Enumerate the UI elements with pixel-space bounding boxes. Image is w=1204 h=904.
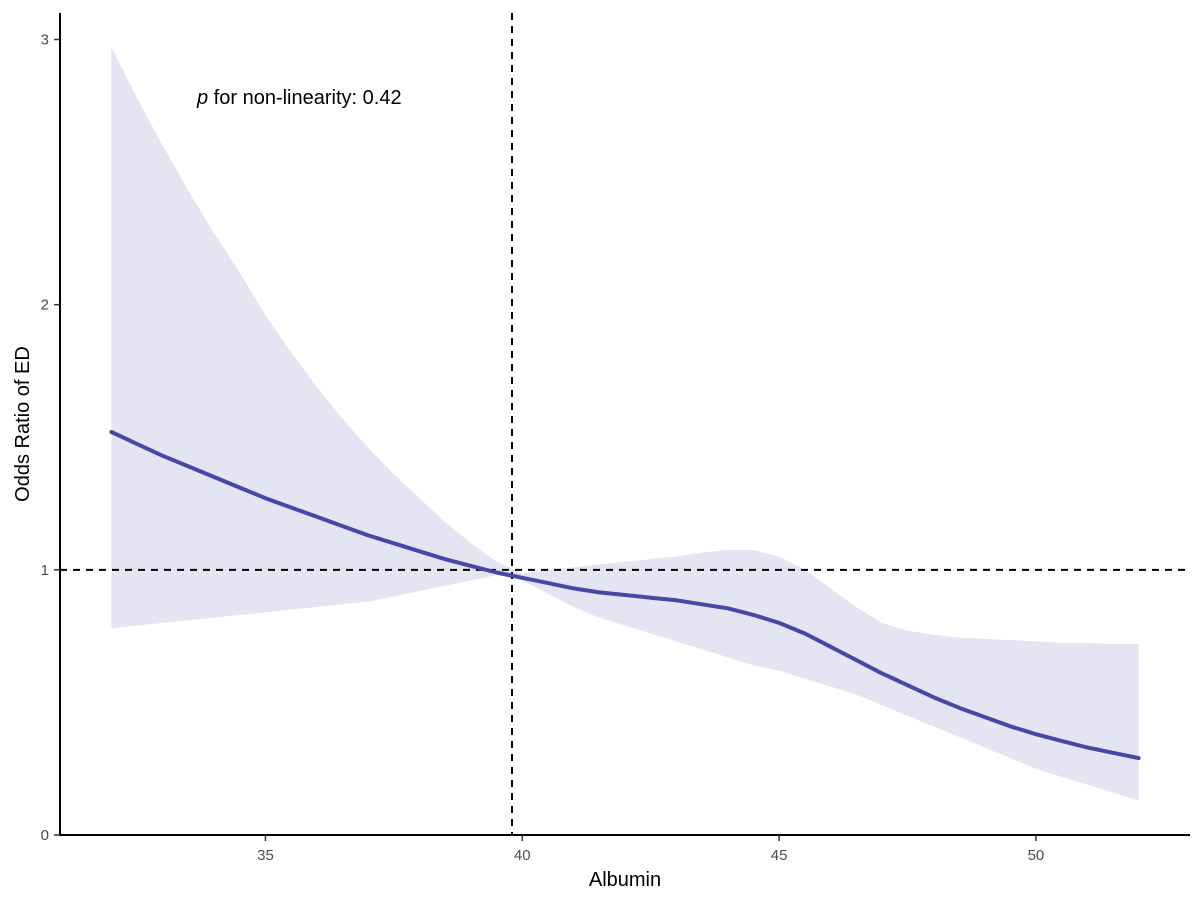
confidence-band — [111, 47, 1139, 801]
y-tick-label-3: 3 — [41, 32, 49, 49]
y-tick-label-1: 1 — [41, 562, 49, 579]
x-tick-label-35: 35 — [257, 847, 274, 864]
nonlinearity-annotation: p for non-linearity: 0.42 — [196, 87, 402, 109]
x-tick-label-45: 45 — [771, 847, 788, 864]
y-tick-label-0: 0 — [41, 827, 49, 844]
y-axis-title: Odds Ratio of ED — [12, 346, 34, 502]
fitted-curve — [109, 430, 1141, 761]
annotation-p-symbol: p — [196, 87, 208, 109]
x-tick-label-50: 50 — [1028, 847, 1045, 864]
x-axis-title: Albumin — [589, 869, 661, 891]
y-tick-label-2: 2 — [41, 297, 49, 314]
annotation-text: for non-linearity: 0.42 — [208, 87, 401, 109]
x-tick-label-40: 40 — [514, 847, 531, 864]
